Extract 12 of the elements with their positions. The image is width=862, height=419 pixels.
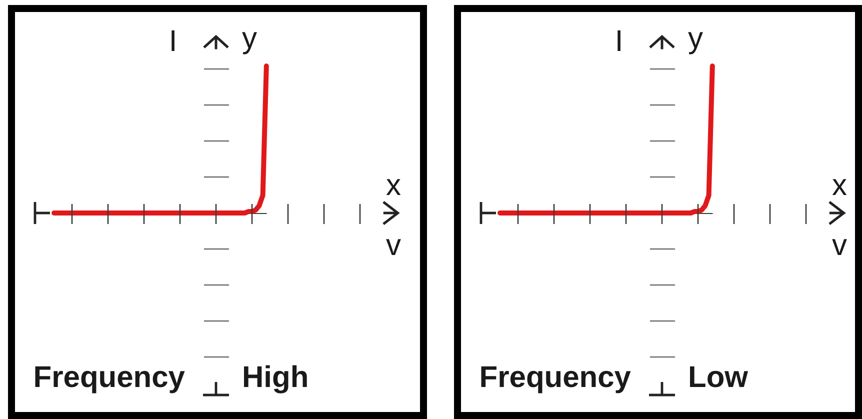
x-axis-title: v xyxy=(832,229,847,262)
text: Frequency xyxy=(33,361,186,394)
y-axis-title: I xyxy=(614,25,624,58)
text: High xyxy=(242,361,309,394)
x-axis-title: v xyxy=(386,229,401,262)
text: y xyxy=(242,22,257,55)
text: Low xyxy=(688,361,749,394)
text: x xyxy=(832,169,847,202)
y-axis-title: I xyxy=(168,25,178,58)
text: Frequency xyxy=(479,361,632,394)
text: y xyxy=(688,22,703,55)
text: x xyxy=(386,169,401,202)
